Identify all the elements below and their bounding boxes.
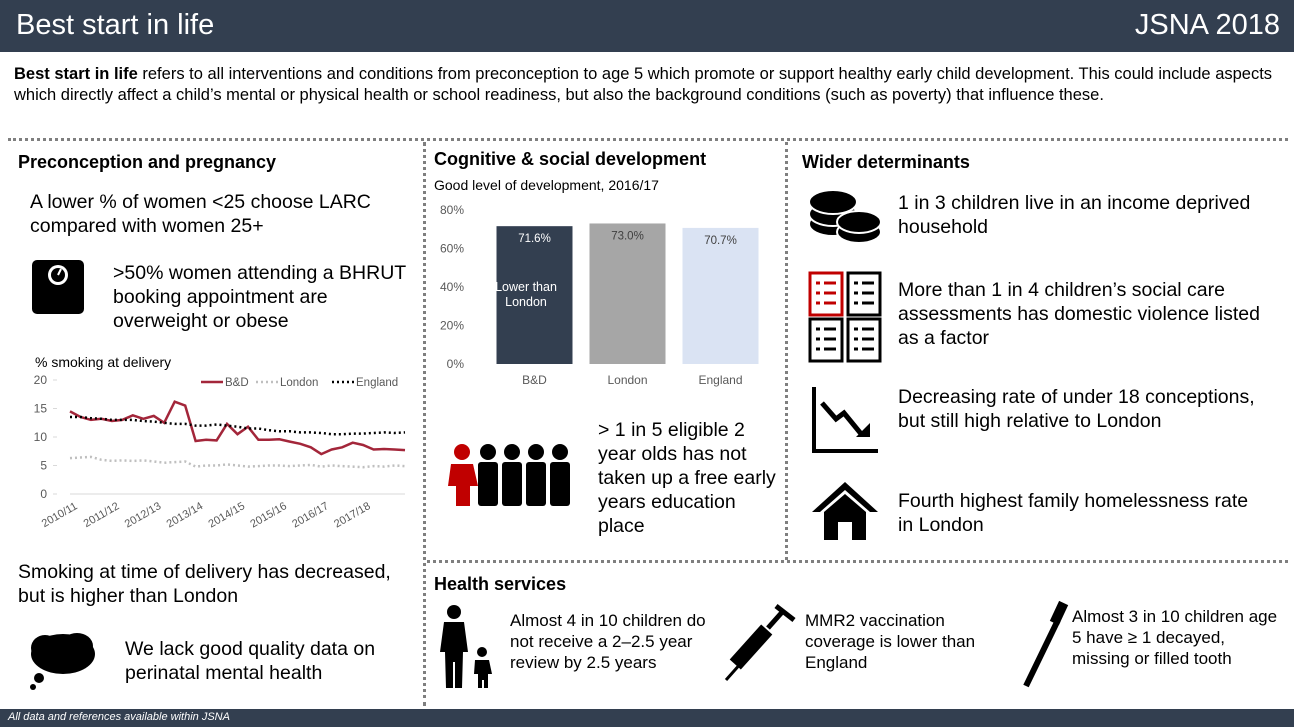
parent-child-icon bbox=[440, 605, 492, 688]
series-line bbox=[69, 400, 406, 456]
intro: Best start in life refers to all interve… bbox=[14, 64, 1274, 106]
x-tick-label: 2012/13 bbox=[123, 500, 163, 530]
legend-label: England bbox=[356, 377, 398, 389]
separator bbox=[785, 142, 788, 560]
legend-label: B&D bbox=[225, 377, 249, 389]
bar-chart: Good level of development, 2016/17 0% 20% 4… bbox=[434, 177, 759, 387]
separator bbox=[423, 142, 426, 706]
people-icon bbox=[448, 444, 570, 506]
x-tick-label: 2016/17 bbox=[290, 500, 330, 530]
series-line bbox=[69, 455, 406, 469]
x-tick-label: B&D bbox=[522, 373, 547, 387]
y-tick-label: 60% bbox=[440, 242, 464, 256]
y-tick-label: 5 bbox=[40, 459, 47, 473]
x-tick-label: 2017/18 bbox=[332, 500, 372, 530]
text: 1 in 3 children live in an income depriv… bbox=[898, 192, 1251, 238]
text: Fourth highest family homelessness rate … bbox=[898, 490, 1249, 536]
page-title: Best start in life bbox=[16, 9, 215, 41]
cloud-icon bbox=[30, 633, 95, 690]
x-tick-label: England bbox=[698, 373, 742, 387]
y-tick-label: 0 bbox=[40, 487, 47, 501]
y-tick-label: 40% bbox=[440, 280, 464, 294]
section-heading: Preconception and pregnancy bbox=[18, 152, 277, 172]
x-tick-label: 2014/15 bbox=[207, 500, 247, 530]
x-tick-label: 2011/12 bbox=[82, 500, 122, 530]
intro-text: refers to all interventions and conditio… bbox=[14, 65, 1273, 104]
separator bbox=[427, 560, 1288, 563]
scale-icon bbox=[32, 260, 84, 314]
x-tick-label: 2010/11 bbox=[40, 500, 80, 530]
text: Smoking at time of delivery has decrease… bbox=[18, 561, 391, 607]
bar bbox=[496, 226, 573, 364]
x-tick-label: 2013/14 bbox=[165, 500, 205, 530]
text: MMR2 vaccination coverage is lower than … bbox=[805, 611, 976, 672]
y-tick-label: 20% bbox=[440, 319, 464, 333]
legend-label: London bbox=[280, 377, 318, 389]
value-label: 73.0% bbox=[611, 230, 644, 242]
text: >50% women attending a BHRUT booking app… bbox=[113, 262, 406, 332]
toothbrush-icon bbox=[1023, 600, 1069, 688]
annotation: Lower than London bbox=[495, 280, 557, 309]
bar bbox=[682, 227, 759, 364]
text: Almost 3 in 10 children age 5 have ≥ 1 d… bbox=[1072, 607, 1278, 668]
forms-icon bbox=[808, 271, 882, 363]
header: Best start in life JSNA 2018 bbox=[0, 0, 1294, 52]
house-icon bbox=[812, 482, 878, 540]
value-label: 70.7% bbox=[704, 235, 737, 247]
x-tick-label: 2015/16 bbox=[248, 500, 288, 530]
x-tick-label: London bbox=[607, 373, 647, 387]
value-label: 71.6% bbox=[518, 233, 551, 245]
text: A lower % of women <25 choose LARC compa… bbox=[30, 191, 371, 237]
chart-title: Good level of development, 2016/17 bbox=[434, 177, 659, 193]
bar bbox=[589, 223, 666, 364]
series-line bbox=[70, 415, 406, 436]
text: Almost 4 in 10 children do not receive a… bbox=[510, 611, 706, 672]
badge: JSNA 2018 bbox=[1134, 9, 1280, 41]
footer-text: All data and references available within… bbox=[8, 711, 230, 723]
section-heading: Cognitive & social development bbox=[434, 149, 707, 169]
separator bbox=[8, 138, 1288, 141]
section-heading: Health services bbox=[434, 574, 567, 594]
text: Decreasing rate of under 18 conceptions,… bbox=[898, 386, 1255, 432]
text: More than 1 in 4 children’s social care … bbox=[898, 279, 1260, 349]
chart-title: % smoking at delivery bbox=[35, 354, 171, 370]
y-tick-label: 0% bbox=[447, 357, 465, 371]
footer: All data and references available within… bbox=[0, 709, 1294, 727]
intro-lead: Best start in life bbox=[14, 65, 138, 83]
decline-icon bbox=[812, 387, 878, 453]
text: We lack good quality data on perinatal m… bbox=[125, 638, 376, 684]
y-tick-label: 15 bbox=[34, 402, 48, 416]
y-tick-label: 80% bbox=[440, 203, 464, 217]
y-tick-label: 20 bbox=[34, 373, 48, 387]
text: > 1 in 5 eligible 2 year olds has not ta… bbox=[598, 419, 776, 537]
line-chart: % smoking at delivery 0 5 10 15 20 2010/11 2011… bbox=[34, 354, 406, 530]
y-tick-label: 10 bbox=[34, 430, 48, 444]
coins-icon bbox=[808, 189, 882, 244]
section-heading: Wider determinants bbox=[802, 152, 970, 172]
syringe-icon bbox=[724, 604, 796, 681]
